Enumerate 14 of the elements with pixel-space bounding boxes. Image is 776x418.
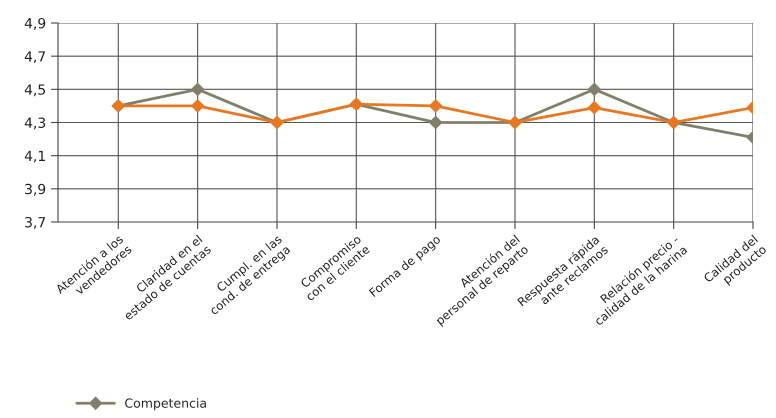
y-tick-label: 3,9 [25, 184, 46, 196]
point [429, 99, 442, 113]
point [191, 99, 204, 113]
y-tick-label: 4,3 [24, 117, 46, 130]
y-tick-label: 4,7 [24, 51, 46, 64]
y-tick-label: 4,9 [24, 18, 46, 30]
y-tick-label: 3,7 [25, 216, 46, 229]
point [429, 116, 442, 130]
legend-label: Competencia [125, 398, 206, 410]
point [588, 82, 601, 96]
point [191, 82, 204, 96]
y-tick-label: 4,5 [24, 84, 45, 96]
y-tick-label: 4,1 [24, 150, 45, 163]
point [588, 100, 601, 114]
